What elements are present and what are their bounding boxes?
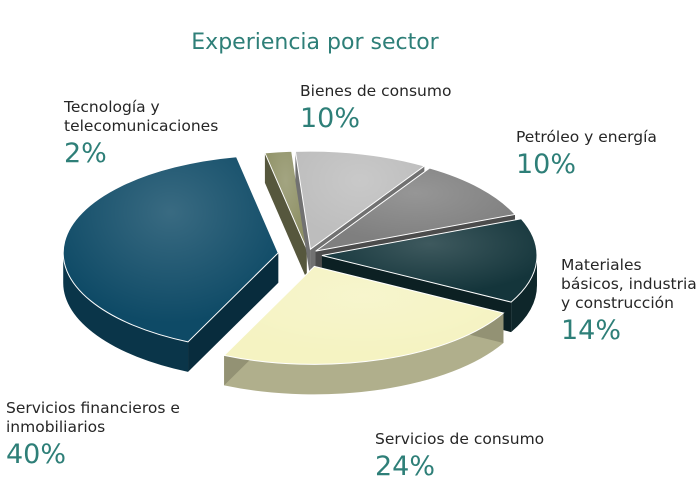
label-bienes-de-consumo: Bienes de consumo 10% — [300, 82, 451, 136]
label-percent: 24% — [375, 451, 436, 482]
label-name: Materiales básicos, industria y construc… — [561, 256, 697, 312]
pie-slice-wall — [295, 151, 311, 280]
pie-slice-gloss — [295, 151, 425, 250]
label-tecnologia: Tecnología y telecomunicaciones 2% — [64, 98, 234, 171]
label-name: Petróleo y energía — [516, 128, 657, 146]
label-name: Bienes de consumo — [300, 82, 452, 100]
label-name: Servicios financieros e inmobiliarios — [6, 399, 180, 436]
pie-slice-wall — [264, 152, 307, 280]
chart-title: Experiencia por sector — [191, 30, 439, 55]
pie-slice-wall — [188, 252, 279, 372]
pie-slice-gloss — [321, 218, 537, 303]
label-servicios-de-consumo: Servicios de consumo 24% — [375, 430, 544, 484]
pie-slice-4 — [62, 156, 279, 372]
pie-slice-gloss — [63, 156, 279, 342]
pie-slice-gloss — [264, 151, 307, 250]
label-percent: 40% — [6, 439, 67, 470]
label-percent: 14% — [561, 315, 622, 346]
pie-slice-3 — [223, 265, 505, 395]
pie-slice-gloss — [315, 168, 516, 252]
pie-slice-gloss — [224, 266, 504, 365]
label-percent: 10% — [516, 149, 577, 180]
label-name: Servicios de consumo — [375, 430, 545, 448]
label-petroleo-y-energia: Petróleo y energía 10% — [516, 128, 657, 182]
pie-slice-side — [63, 252, 189, 372]
label-servicios-financieros: Servicios financieros e inmobiliarios 40… — [6, 399, 206, 472]
label-percent: 10% — [300, 103, 361, 134]
pie-slice-5 — [264, 150, 308, 280]
pie-slice-side — [511, 255, 537, 333]
label-percent: 2% — [64, 138, 107, 169]
label-materiales-basicos: Materiales básicos, industria y construc… — [561, 256, 700, 348]
pie-slice-side — [224, 312, 504, 395]
label-name: Tecnología y telecomunicaciones — [64, 98, 219, 135]
